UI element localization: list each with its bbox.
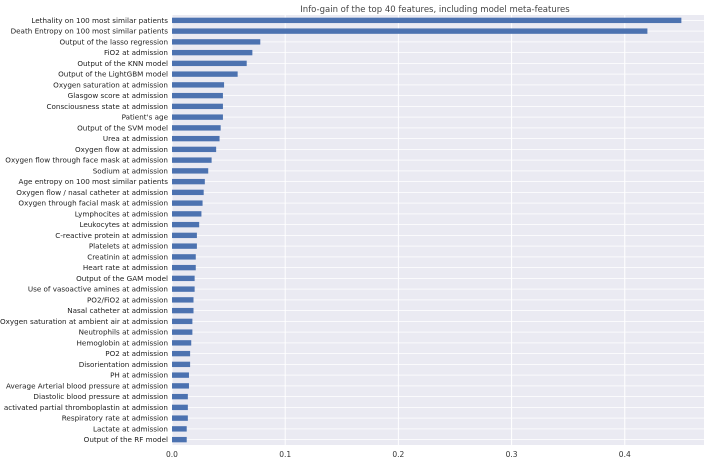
bar <box>172 125 221 131</box>
bar <box>172 318 193 325</box>
bar <box>172 383 189 389</box>
bar <box>172 307 194 314</box>
category-label: Output of the SVM model <box>77 123 168 132</box>
category-label: C-reactive protein at admission <box>55 231 168 240</box>
bar <box>172 297 194 303</box>
x-tick-label: 0.0 <box>166 450 178 459</box>
category-labels: Lethality on 100 most similar patients De… <box>0 16 169 444</box>
bar <box>172 404 188 411</box>
category-label: Consciousness state at admission <box>46 102 168 111</box>
category-label: Oxygen flow at admission <box>75 145 168 154</box>
category-label: Leukocytes at admission <box>79 220 168 229</box>
bar <box>172 275 195 282</box>
category-label: FiO2 at admission <box>104 48 168 57</box>
bar <box>172 178 205 185</box>
chart-title: Info-gain of the top 40 features, includ… <box>300 5 570 15</box>
bar <box>172 415 188 421</box>
bar <box>172 39 261 45</box>
category-label: PH at admission <box>110 371 168 380</box>
bar <box>172 135 220 142</box>
bar <box>172 49 253 56</box>
bar <box>172 393 188 400</box>
category-label: PO2/FiO2 at admission <box>87 295 168 304</box>
category-label: Death Entropy on 100 most similar patien… <box>11 27 169 36</box>
category-label: Nasal catheter at admission <box>67 306 168 315</box>
category-label: Oxygen flow through face mask at admissi… <box>5 156 168 165</box>
category-label: Disorientation admission <box>79 360 168 369</box>
category-label: Age entropy on 100 most similar patients <box>19 177 169 186</box>
category-label: Respiratory rate at admission <box>62 414 168 423</box>
x-tick-label: 0.4 <box>619 450 631 459</box>
bar <box>172 426 187 432</box>
category-label: Creatinin at admission <box>87 252 168 261</box>
category-label: Glasgow score at admission <box>68 91 168 100</box>
category-label: Average Arterial blood pressure at admis… <box>6 381 168 390</box>
bar <box>172 189 204 196</box>
bar <box>172 92 223 99</box>
bar <box>172 221 200 228</box>
bar <box>172 329 193 335</box>
category-label: Output of the lasso regression <box>59 37 168 46</box>
category-label: activated partial thromboplastin at admi… <box>4 403 168 412</box>
bar <box>172 60 247 67</box>
category-label: Oxygen through facial mask at admission <box>18 199 168 208</box>
bar <box>172 264 196 271</box>
category-label: Oxygen saturation at admission <box>53 80 168 89</box>
category-label: Oxygen flow / nasal catheter at admissio… <box>16 188 168 197</box>
bar <box>172 114 223 120</box>
bar <box>172 361 191 368</box>
bar <box>172 28 648 34</box>
category-label: Neutrophils at admission <box>79 328 168 337</box>
bar <box>172 200 203 206</box>
bars <box>172 17 682 443</box>
category-label: Heart rate at admission <box>83 263 168 272</box>
category-label: Use of vasoactive amines at admission <box>28 285 168 294</box>
x-tick-label: 0.1 <box>279 450 291 459</box>
x-tick-labels: 0.0 0.1 0.2 0.3 0.4 <box>166 450 631 459</box>
bar <box>172 436 187 443</box>
bar <box>172 103 223 110</box>
bar <box>172 168 209 174</box>
bar <box>172 254 196 260</box>
category-label: Output of the LightGBM model <box>58 70 168 79</box>
category-label: Lactate at admission <box>93 424 168 433</box>
bar <box>172 82 225 88</box>
bar <box>172 146 217 153</box>
category-label: Output of the GAM model <box>76 274 168 283</box>
category-label: Lymphocites at admission <box>75 209 168 218</box>
bar <box>172 71 238 77</box>
bar <box>172 372 189 378</box>
x-tick-label: 0.3 <box>506 450 518 459</box>
category-label: Lethality on 100 most similar patients <box>31 16 168 25</box>
category-label: Patient's age <box>122 113 169 122</box>
category-label: Hemoglobin at admission <box>77 338 169 347</box>
bar <box>172 243 197 249</box>
category-label: Output of the RF model <box>84 435 168 444</box>
category-label: Urea at admission <box>103 134 168 143</box>
category-label: PO2 at admission <box>105 349 168 358</box>
category-label: Diastolic blood pressure at admission <box>33 392 168 401</box>
category-label: Oxygen saturation at ambient air at admi… <box>0 317 168 326</box>
bar <box>172 286 195 292</box>
plot-background <box>172 15 704 445</box>
bar <box>172 157 212 163</box>
bar <box>172 232 197 239</box>
category-label: Output of the KNN model <box>77 59 168 68</box>
bar <box>172 211 202 217</box>
bar <box>172 350 191 357</box>
category-label: Sodium at admission <box>93 166 168 175</box>
category-label: Platelets at admission <box>89 242 168 251</box>
bar <box>172 340 192 346</box>
bar <box>172 17 682 24</box>
x-tick-label: 0.2 <box>392 450 404 459</box>
